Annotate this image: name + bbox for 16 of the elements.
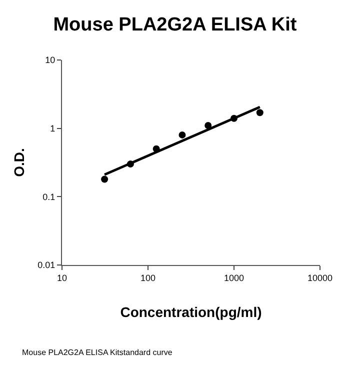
- point: [204, 122, 212, 129]
- y-tick-label: 10: [45, 55, 56, 66]
- x-tick-label: 10: [56, 272, 68, 283]
- text: Mouse PLA2G2A ELISA Kitstandard curve: [21, 347, 174, 357]
- x-axis-title: Concentration(pg/ml): [120, 304, 262, 320]
- point: [101, 176, 108, 183]
- x-tick-label: 1000: [224, 272, 244, 283]
- y-tick-label: 0.01: [38, 260, 56, 270]
- point: [178, 131, 186, 138]
- y-axis-title: O.D.: [11, 148, 27, 177]
- y-tick-label: 1: [50, 123, 56, 134]
- chart-title: Mouse PLA2G2A ELISA Kit: [53, 14, 298, 36]
- x-tick-label: 100: [140, 272, 156, 283]
- x-tick-label: 10000: [307, 272, 333, 283]
- y-tick-label: 0.1: [42, 192, 56, 202]
- point: [256, 109, 264, 116]
